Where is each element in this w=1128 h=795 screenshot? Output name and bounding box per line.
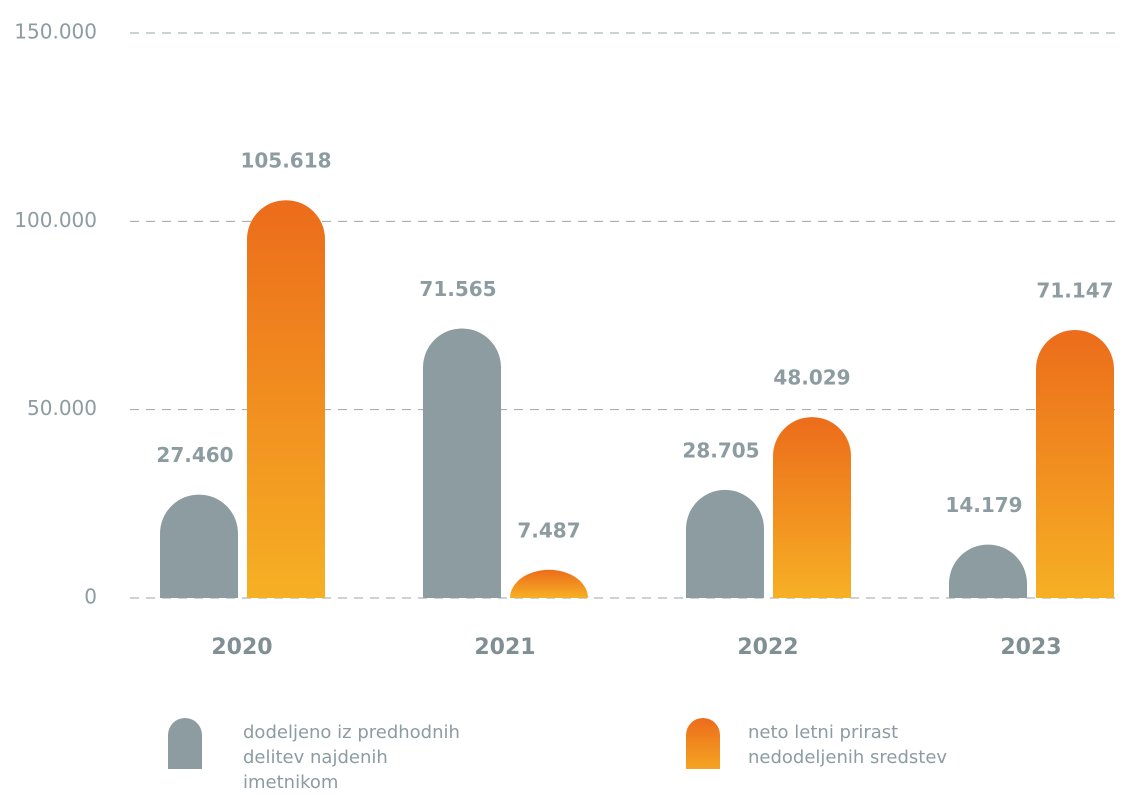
bar <box>773 417 851 598</box>
y-tick-label: 150.000 <box>14 20 97 44</box>
value-label: 71.147 <box>1036 279 1113 303</box>
chart: 0 50.000 100.000 150.000 2020 27.460 105.618 20… <box>14 20 1120 769</box>
page: {"chart_data": {"type": "bar", "categori… <box>14 19 1120 793</box>
bar <box>247 200 325 598</box>
bar <box>1036 330 1114 598</box>
legend-label: neto letni prirast nedodeljenih sredstev <box>748 722 948 768</box>
legend-swatch <box>168 718 202 769</box>
bar <box>160 494 238 598</box>
value-label: 28.705 <box>682 438 759 462</box>
legend-swatch <box>686 718 720 769</box>
bar <box>686 489 764 598</box>
x-tick-label: 2023 <box>1000 635 1061 660</box>
value-label: 105.618 <box>240 149 331 173</box>
legend-label: dodeljeno iz predhodnih delitev najdenih… <box>243 722 460 793</box>
value-label: 27.460 <box>156 443 233 467</box>
bar <box>949 544 1027 598</box>
x-tick-label: 2022 <box>737 635 798 660</box>
x-tick-label: 2020 <box>211 635 272 660</box>
y-tick-label: 0 <box>84 585 97 609</box>
bar <box>423 328 501 598</box>
value-label: 71.565 <box>419 277 496 301</box>
x-tick-label: 2021 <box>474 635 535 660</box>
y-tick-label: 100.000 <box>14 208 97 232</box>
value-label: 14.179 <box>945 493 1022 517</box>
y-tick-label: 50.000 <box>27 396 97 420</box>
bar <box>510 569 588 598</box>
value-label: 7.487 <box>517 518 580 542</box>
value-label: 48.029 <box>773 366 850 390</box>
